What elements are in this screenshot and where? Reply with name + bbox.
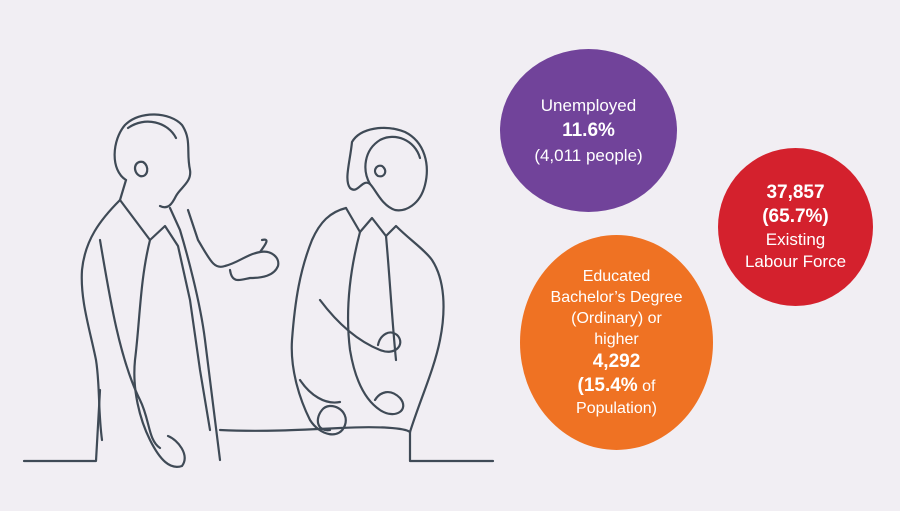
- educated-line1: Educated: [582, 268, 651, 285]
- unemployed-stat-circle: Unemployed 11.6% (4,011 people): [500, 49, 677, 212]
- unemployed-label: Unemployed: [540, 95, 637, 115]
- labour-force-label-line1: Existing: [765, 230, 826, 249]
- labour-force-percent: (65.7%): [762, 206, 829, 227]
- labour-force-stat-circle: 37,857 (65.7%) Existing Labour Force: [718, 148, 873, 306]
- educated-stat-circle: Educated Bachelor’s Degree (Ordinary) or…: [520, 235, 713, 450]
- educated-percent: (15.4%: [577, 375, 638, 396]
- labour-force-count: 37,857: [766, 182, 825, 203]
- educated-line-last: Population): [576, 400, 657, 417]
- labour-force-label-line2: Labour Force: [744, 252, 847, 271]
- educated-line2: Bachelor’s Degree: [550, 289, 683, 306]
- educated-line4: higher: [594, 331, 639, 348]
- educated-count: 4,292: [592, 351, 641, 372]
- ground-line: [22, 388, 102, 463]
- unemployed-people: (4,011 people): [534, 145, 643, 165]
- unemployed-percent: 11.6%: [562, 119, 615, 141]
- educated-percent-suffix: of: [637, 378, 656, 395]
- educated-line3: (Ordinary) or: [571, 310, 662, 327]
- educated-percent-line: (15.4% of: [578, 374, 656, 398]
